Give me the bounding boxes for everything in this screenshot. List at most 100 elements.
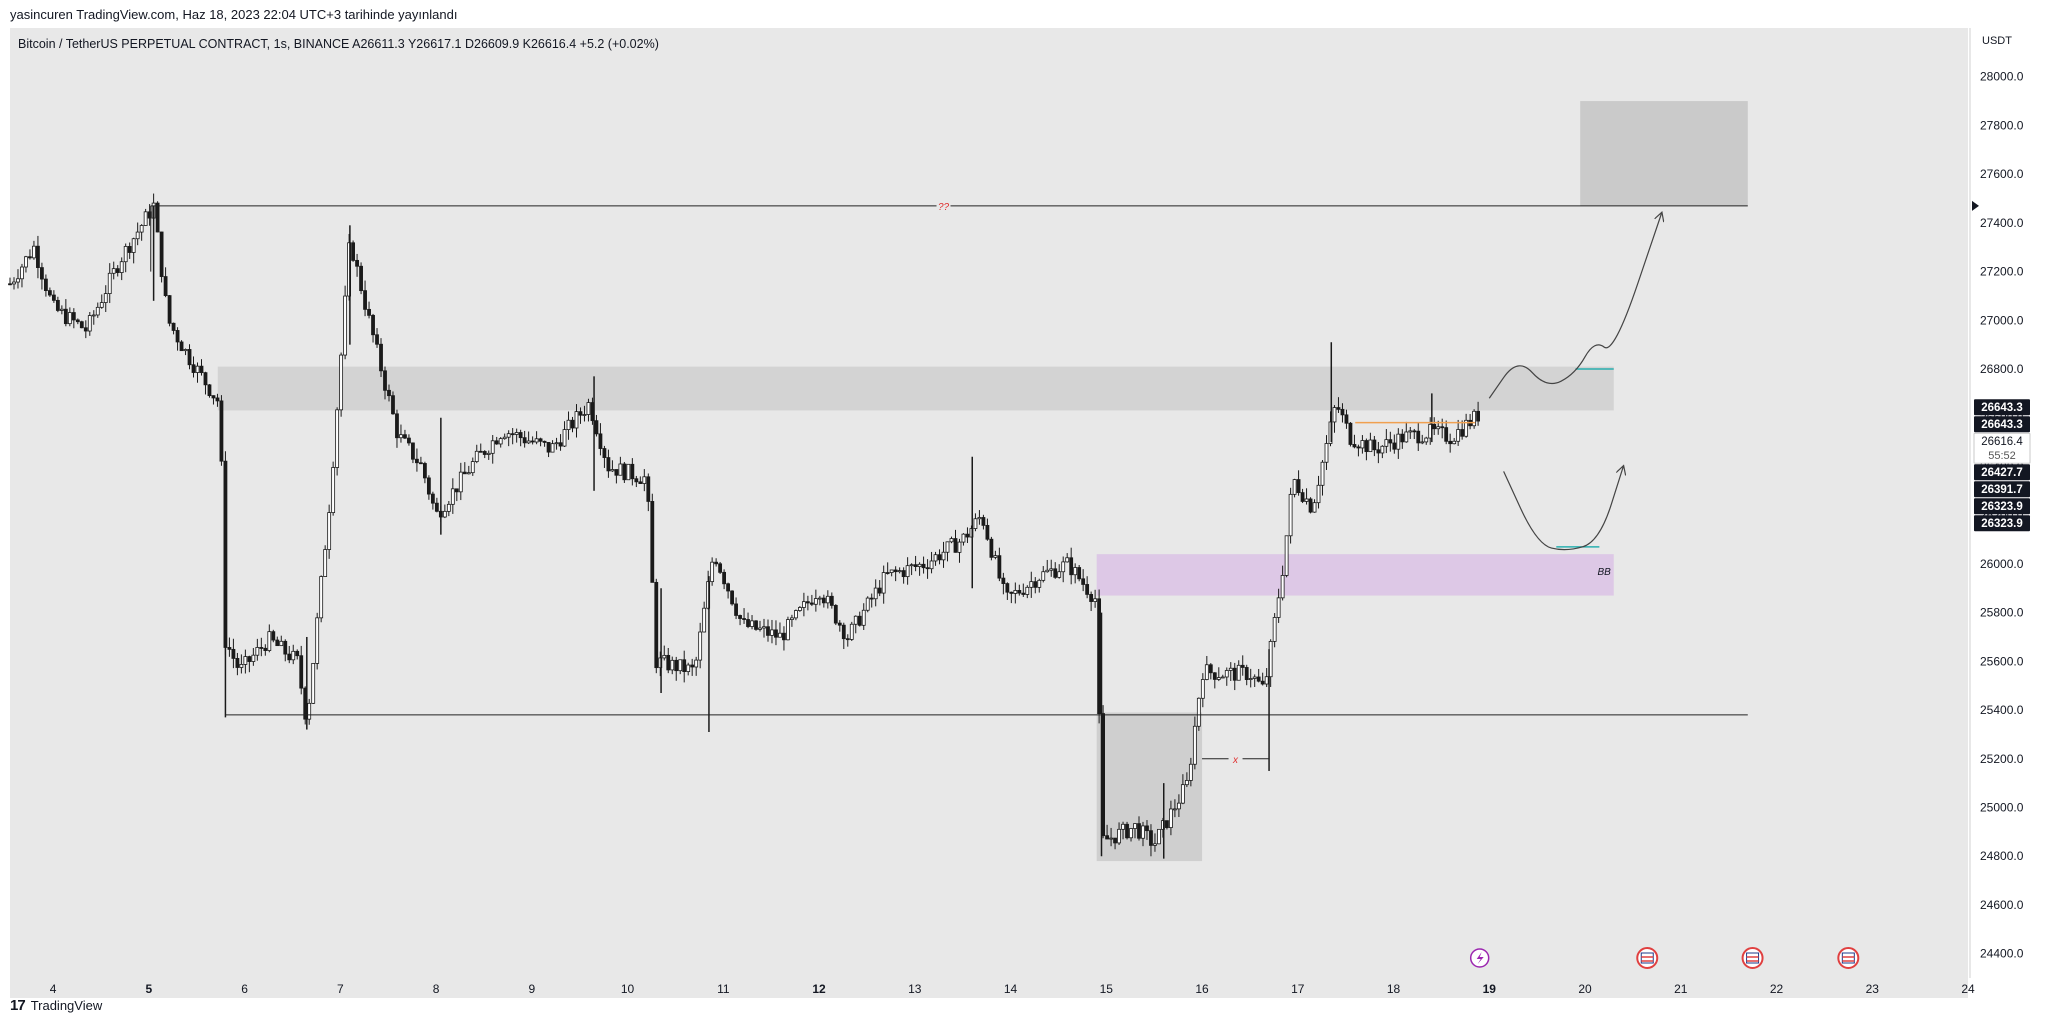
zone-3[interactable]: [1580, 101, 1748, 206]
candle-body: [1284, 535, 1289, 576]
time-axis[interactable]: [10, 978, 1968, 998]
candle-body: [602, 448, 607, 458]
candle-body: [91, 314, 96, 317]
candle-body: [16, 278, 20, 283]
zone-1[interactable]: [1096, 554, 1614, 596]
candle-body: [766, 626, 770, 636]
candle-body: [542, 440, 547, 443]
candle-body: [1232, 667, 1237, 681]
candle-body: [1452, 440, 1457, 445]
candle-body: [1360, 440, 1365, 449]
y-tick-label: 25000.0: [1980, 800, 2024, 814]
candle-body: [1368, 439, 1373, 453]
flag-glyph-icon: [1746, 952, 1760, 964]
candle-body: [953, 538, 958, 553]
candle-body: [139, 225, 144, 233]
candle-body: [450, 488, 455, 505]
candle-body: [865, 597, 870, 611]
candle-body: [462, 471, 467, 475]
candle-body: [594, 420, 599, 435]
candle-body: [566, 419, 571, 430]
candle-body: [985, 524, 990, 540]
candle-body: [51, 294, 56, 301]
candle-body: [199, 365, 204, 374]
candle-body: [63, 308, 68, 325]
candle-body: [861, 609, 866, 626]
candle-body: [415, 458, 419, 464]
candle-body: [1416, 430, 1421, 444]
candle-body: [478, 450, 483, 453]
candle-body: [1149, 830, 1153, 846]
candle-body: [474, 450, 479, 462]
flag-glyph-icon: [1841, 952, 1855, 964]
x-tick-label: 8: [433, 982, 440, 996]
x-tick-label: 13: [908, 982, 922, 996]
price-label-bg: [1974, 399, 2030, 416]
candle-body: [1169, 808, 1173, 828]
y-tick-label: 27000.0: [1980, 313, 2024, 327]
flag-glyph-icon: [1640, 952, 1654, 964]
x-tick-label: 9: [528, 982, 535, 996]
candle-body: [191, 364, 196, 373]
candle-body: [1065, 557, 1070, 563]
candle-body: [1069, 557, 1074, 576]
candle-body: [1165, 820, 1169, 828]
symbol-ohlc-line: Bitcoin / TetherUS PERPETUAL CONTRACT, 1…: [18, 37, 659, 51]
candle-body: [897, 570, 902, 573]
candle-body: [255, 647, 260, 656]
candle-body: [1081, 578, 1086, 585]
chart-svg[interactable]: ?? x BB USDT 24400.0 24600.0 24800.0 25000.0 252…: [0, 28, 2048, 998]
candle-body: [1396, 433, 1401, 450]
candle-body: [929, 560, 934, 570]
candle-body: [159, 231, 164, 277]
candle-body: [813, 598, 818, 605]
candle-body: [143, 211, 148, 226]
candle-body: [746, 619, 750, 627]
candle-body: [419, 462, 423, 465]
price-label: 26391.7: [1981, 484, 2023, 496]
candle-body: [558, 442, 563, 447]
candle-body: [997, 555, 1002, 579]
zone-0[interactable]: [217, 366, 1614, 411]
candle-body: [534, 438, 539, 443]
candle-body: [1085, 584, 1090, 595]
candle-body: [171, 322, 176, 331]
candle-body: [239, 664, 244, 668]
candle-body: [981, 517, 986, 526]
candle-body: [383, 370, 387, 391]
candle-body: [1017, 590, 1022, 594]
candle-body: [825, 595, 830, 604]
candle-body: [311, 663, 316, 704]
candle-body: [550, 443, 555, 453]
candle-body: [809, 602, 814, 605]
projection-path-0[interactable]: [1488, 213, 1661, 399]
candle-body: [710, 561, 715, 583]
candle-body: [690, 664, 695, 668]
y-tick-label: 27400.0: [1980, 216, 2024, 230]
candle-body: [833, 605, 838, 624]
candle-body: [957, 541, 962, 553]
candle-body: [12, 281, 16, 285]
candle-body: [1404, 431, 1409, 443]
candle-body: [742, 618, 746, 620]
candle-body: [1364, 440, 1369, 453]
candle-body: [235, 658, 240, 668]
candle-body: [1212, 672, 1217, 680]
candle-body: [1412, 430, 1417, 433]
candle-body: [231, 648, 236, 659]
candle-body: [355, 259, 359, 267]
candle-body: [1009, 591, 1014, 594]
candle-body: [1420, 441, 1425, 444]
candle-body: [1176, 802, 1181, 810]
candle-body: [1308, 498, 1313, 513]
x-tick-label: 24: [1961, 982, 1975, 996]
candle-body: [738, 615, 742, 619]
candle-body: [399, 434, 403, 439]
candle-body: [718, 563, 723, 573]
candles: [8, 193, 1481, 857]
y-tick-label: 26000.0: [1980, 557, 2024, 571]
chart[interactable]: ?? x BB USDT 24400.0 24600.0 24800.0 25000.0 252…: [0, 28, 2048, 1003]
candle-body: [610, 469, 615, 472]
projection-path-1[interactable]: [1503, 466, 1624, 551]
candle-body: [1188, 763, 1193, 781]
